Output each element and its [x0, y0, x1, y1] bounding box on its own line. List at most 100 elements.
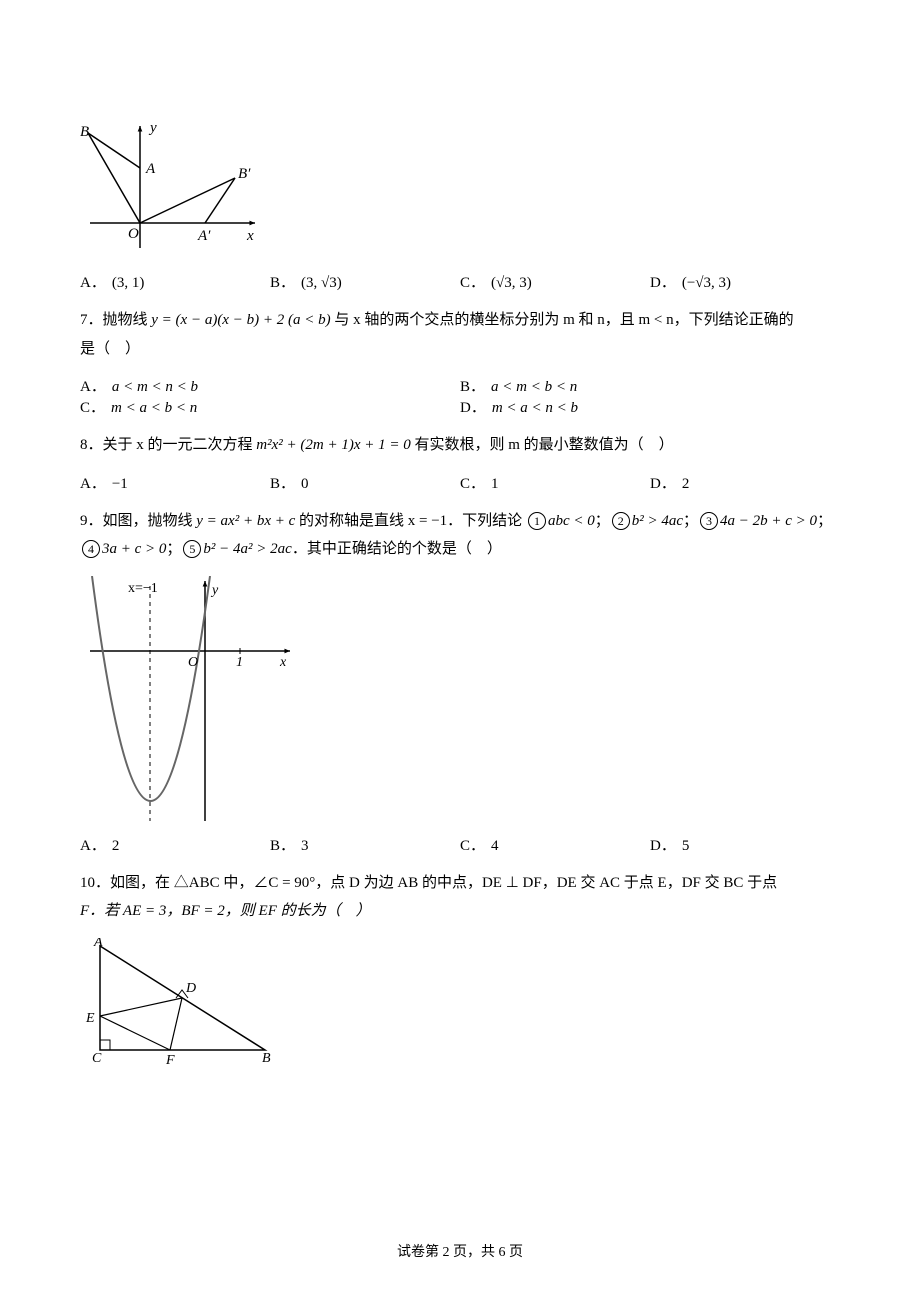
q9-figure: x=−1 y O 1 x: [80, 576, 840, 826]
q9-c1: abc < 0: [548, 513, 595, 529]
opt-label: C．: [460, 472, 485, 493]
q7-stem: 7．抛物线 y = (x − a)(x − b) + 2 (a < b) 与 x…: [80, 306, 840, 363]
q7-options: A． a < m < n < b B． a < m < b < n C． m < a …: [80, 375, 840, 417]
svg-text:B′: B′: [238, 166, 251, 182]
q6-opt-b: B． (3, √3): [270, 271, 460, 292]
q8-post: 有实数根，则 m 的最小整数值为（ ）: [411, 437, 674, 453]
q8-options: A． −1 B． 0 C． 1 D． 2: [80, 472, 840, 493]
q8-opt-a: A． −1: [80, 472, 270, 493]
q7-pre: 7．抛物线: [80, 312, 151, 328]
opt-text: m < a < n < b: [492, 400, 578, 417]
opt-label: B．: [270, 834, 295, 855]
svg-text:C: C: [92, 1051, 102, 1066]
page-footer: 试卷第 2 页，共 6 页: [0, 1241, 920, 1301]
svg-text:A′: A′: [197, 228, 211, 244]
q7-end: 是（ ）: [80, 341, 140, 357]
svg-text:x: x: [279, 655, 287, 670]
q6-figure: B Ay O A′ B′ x: [80, 118, 840, 263]
svg-text:A: A: [93, 938, 103, 950]
svg-text:y: y: [210, 583, 219, 598]
q9-c3: 4a − 2b + c > 0: [720, 513, 817, 529]
q7-opt-c: C． m < a < b < n: [80, 396, 460, 417]
opt-text: (√3, 3): [491, 275, 532, 292]
q9-c2: b² > 4ac: [632, 513, 683, 529]
q7-opt-b: B． a < m < b < n: [460, 375, 840, 396]
q8-pre: 8．关于 x 的一元二次方程: [80, 437, 256, 453]
q8-opt-c: C． 1: [460, 472, 650, 493]
q10-stem: 10．如图，在 △ABC 中，∠C = 90°，点 D 为边 AB 的中点，DE…: [80, 869, 840, 926]
opt-text: 4: [491, 838, 499, 855]
circ-4: 4: [82, 540, 100, 558]
q9-opt-d: D． 5: [650, 834, 840, 855]
opt-text: 1: [491, 476, 499, 493]
q8-opt-b: B． 0: [270, 472, 460, 493]
opt-text: 2: [682, 476, 690, 493]
opt-label: B．: [270, 271, 295, 292]
opt-label: A．: [80, 375, 106, 396]
circ-2: 2: [612, 512, 630, 530]
opt-text: 3: [301, 838, 309, 855]
q8-formula: m²x² + (2m + 1)x + 1 = 0: [256, 437, 410, 453]
circ-5: 5: [183, 540, 201, 558]
q9-formula: y = ax² + bx + c: [196, 513, 295, 529]
q7-opt-a: A． a < m < n < b: [80, 375, 460, 396]
q6-opt-c: C． (√3, 3): [460, 271, 650, 292]
opt-label: B．: [270, 472, 295, 493]
opt-text: (−√3, 3): [682, 275, 731, 292]
opt-label: C．: [80, 396, 105, 417]
q10-figure: ACBDEF: [80, 938, 840, 1073]
q6-options: A． (3, 1) B． (3, √3) C． (√3, 3) D． (−√3, 3): [80, 271, 840, 292]
opt-label: D．: [650, 834, 676, 855]
opt-label: A．: [80, 271, 106, 292]
svg-text:O: O: [128, 226, 139, 242]
q6-opt-d: D． (−√3, 3): [650, 271, 840, 292]
svg-text:E: E: [85, 1011, 95, 1026]
opt-label: D．: [460, 396, 486, 417]
q7-opt-d: D． m < a < n < b: [460, 396, 840, 417]
svg-text:1: 1: [236, 655, 243, 670]
q8-stem: 8．关于 x 的一元二次方程 m²x² + (2m + 1)x + 1 = 0 …: [80, 431, 840, 460]
svg-text:B: B: [80, 124, 89, 140]
q7-formula: y = (x − a)(x − b) + 2 (a < b): [151, 312, 330, 328]
opt-label: C．: [460, 834, 485, 855]
opt-text: (3, √3): [301, 275, 342, 292]
opt-label: C．: [460, 271, 485, 292]
q9-stem: 9．如图，抛物线 y = ax² + bx + c 的对称轴是直线 x = −1…: [80, 507, 840, 564]
svg-text:D: D: [185, 981, 196, 996]
svg-text:O: O: [188, 655, 198, 670]
q9-c4: 3a + c > 0: [102, 541, 166, 557]
q10-s1: 10．如图，在 △ABC 中，∠C = 90°，点 D 为边 AB 的中点，DE…: [80, 875, 777, 891]
q6-opt-a: A． (3, 1): [80, 271, 270, 292]
opt-text: (3, 1): [112, 275, 145, 292]
opt-text: 0: [301, 476, 309, 493]
svg-text:A: A: [145, 161, 156, 177]
circ-3: 3: [700, 512, 718, 530]
svg-text:F: F: [165, 1053, 175, 1068]
q9-c5: b² − 4a² > 2ac: [203, 541, 291, 557]
q8-opt-d: D． 2: [650, 472, 840, 493]
opt-label: B．: [460, 375, 485, 396]
svg-text:y: y: [148, 120, 157, 136]
opt-label: D．: [650, 271, 676, 292]
opt-label: A．: [80, 472, 106, 493]
q9-pre: 9．如图，抛物线: [80, 513, 196, 529]
q9-options: A． 2 B． 3 C． 4 D． 5: [80, 834, 840, 855]
opt-text: 5: [682, 838, 690, 855]
opt-text: m < a < b < n: [111, 400, 197, 417]
q9-opt-b: B． 3: [270, 834, 460, 855]
circ-1: 1: [528, 512, 546, 530]
svg-text:x: x: [246, 228, 254, 244]
q9-mid: 的对称轴是直线 x = −1．下列结论: [295, 513, 526, 529]
opt-text: 2: [112, 838, 120, 855]
q9-opt-a: A． 2: [80, 834, 270, 855]
q10-s2: F．若 AE = 3，BF = 2，则 EF 的长为（ ）: [80, 903, 371, 919]
opt-label: D．: [650, 472, 676, 493]
svg-text:x=−1: x=−1: [128, 581, 158, 596]
opt-text: a < m < n < b: [112, 379, 198, 396]
opt-label: A．: [80, 834, 106, 855]
q9-opt-c: C． 4: [460, 834, 650, 855]
q7-mid: 与 x 轴的两个交点的横坐标分别为 m 和 n，且 m < n，下列结论正确的: [331, 312, 794, 328]
opt-text: −1: [112, 476, 128, 493]
q9-end: ．其中正确结论的个数是（ ）: [292, 541, 502, 557]
opt-text: a < m < b < n: [491, 379, 577, 396]
